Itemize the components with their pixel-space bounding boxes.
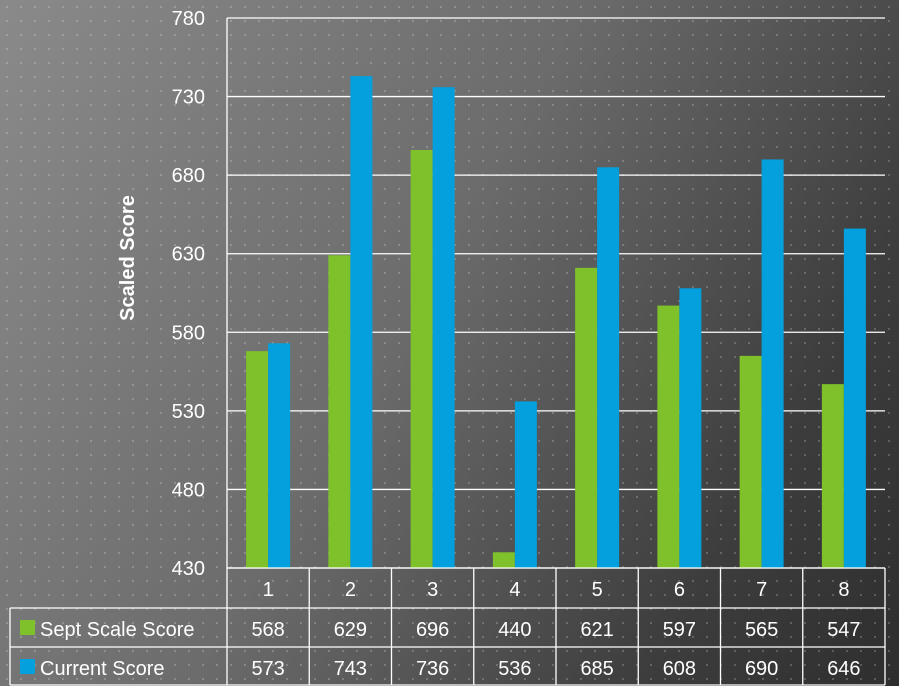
bar-current-7 <box>761 159 784 568</box>
bar-sept-2 <box>328 255 351 569</box>
bar-current-4 <box>514 401 537 568</box>
y-tick-label: 680 <box>172 165 205 187</box>
data-label: 440 <box>498 619 531 641</box>
y-tick-label: 730 <box>172 87 205 109</box>
x-tick-label: 4 <box>509 579 520 601</box>
y-tick-label: 780 <box>172 8 205 30</box>
legend-label: Sept Scale Score <box>40 619 195 641</box>
bar-current-8 <box>843 228 866 569</box>
legend-label: Current Score <box>40 658 165 680</box>
data-label: 547 <box>827 619 860 641</box>
bar-current-3 <box>432 87 455 569</box>
bar-sept-6 <box>657 305 680 568</box>
x-tick-label: 6 <box>674 579 685 601</box>
x-tick-label: 1 <box>263 579 274 601</box>
data-label: 565 <box>745 619 778 641</box>
data-label: 621 <box>580 619 613 641</box>
y-axis-label: Scaled Score <box>117 195 139 321</box>
x-tick-label: 7 <box>756 579 767 601</box>
data-label: 608 <box>663 658 696 680</box>
data-label: 743 <box>334 658 367 680</box>
x-tick-label: 5 <box>592 579 603 601</box>
x-tick-label: 8 <box>838 579 849 601</box>
data-label: 573 <box>251 658 284 680</box>
y-tick-label: 530 <box>172 401 205 423</box>
data-label: 629 <box>334 619 367 641</box>
bar-sept-7 <box>739 355 762 568</box>
data-label: 736 <box>416 658 449 680</box>
legend-swatch <box>20 620 35 635</box>
bar-sept-5 <box>575 267 598 568</box>
bar-sept-8 <box>821 384 844 568</box>
data-label: 690 <box>745 658 778 680</box>
bar-current-6 <box>679 288 702 568</box>
y-axis-ticks: 430 480 530 580 630 680 730 780 <box>172 8 205 580</box>
data-label: 685 <box>580 658 613 680</box>
data-label: 696 <box>416 619 449 641</box>
y-tick-label: 430 <box>172 558 205 580</box>
legend-swatch <box>20 659 35 674</box>
data-label: 646 <box>827 658 860 680</box>
bar-current-2 <box>350 76 373 569</box>
data-label: 568 <box>251 619 284 641</box>
y-tick-label: 580 <box>172 322 205 344</box>
bars <box>246 76 866 569</box>
data-label: 536 <box>498 658 531 680</box>
x-tick-label: 3 <box>427 579 438 601</box>
x-tick-label: 2 <box>345 579 356 601</box>
data-label: 597 <box>663 619 696 641</box>
bar-sept-4 <box>492 552 515 568</box>
bar-current-5 <box>597 167 620 569</box>
bar-sept-3 <box>410 150 433 568</box>
bar-sept-1 <box>246 351 269 568</box>
data-table: 1 2 3 4 5 6 7 8 Sept Scale Score 568 629 696 440 621 5… <box>9 567 886 686</box>
y-tick-label: 630 <box>172 244 205 266</box>
y-tick-label: 480 <box>172 479 205 501</box>
bar-current-1 <box>268 343 291 568</box>
gridlines <box>226 17 885 569</box>
